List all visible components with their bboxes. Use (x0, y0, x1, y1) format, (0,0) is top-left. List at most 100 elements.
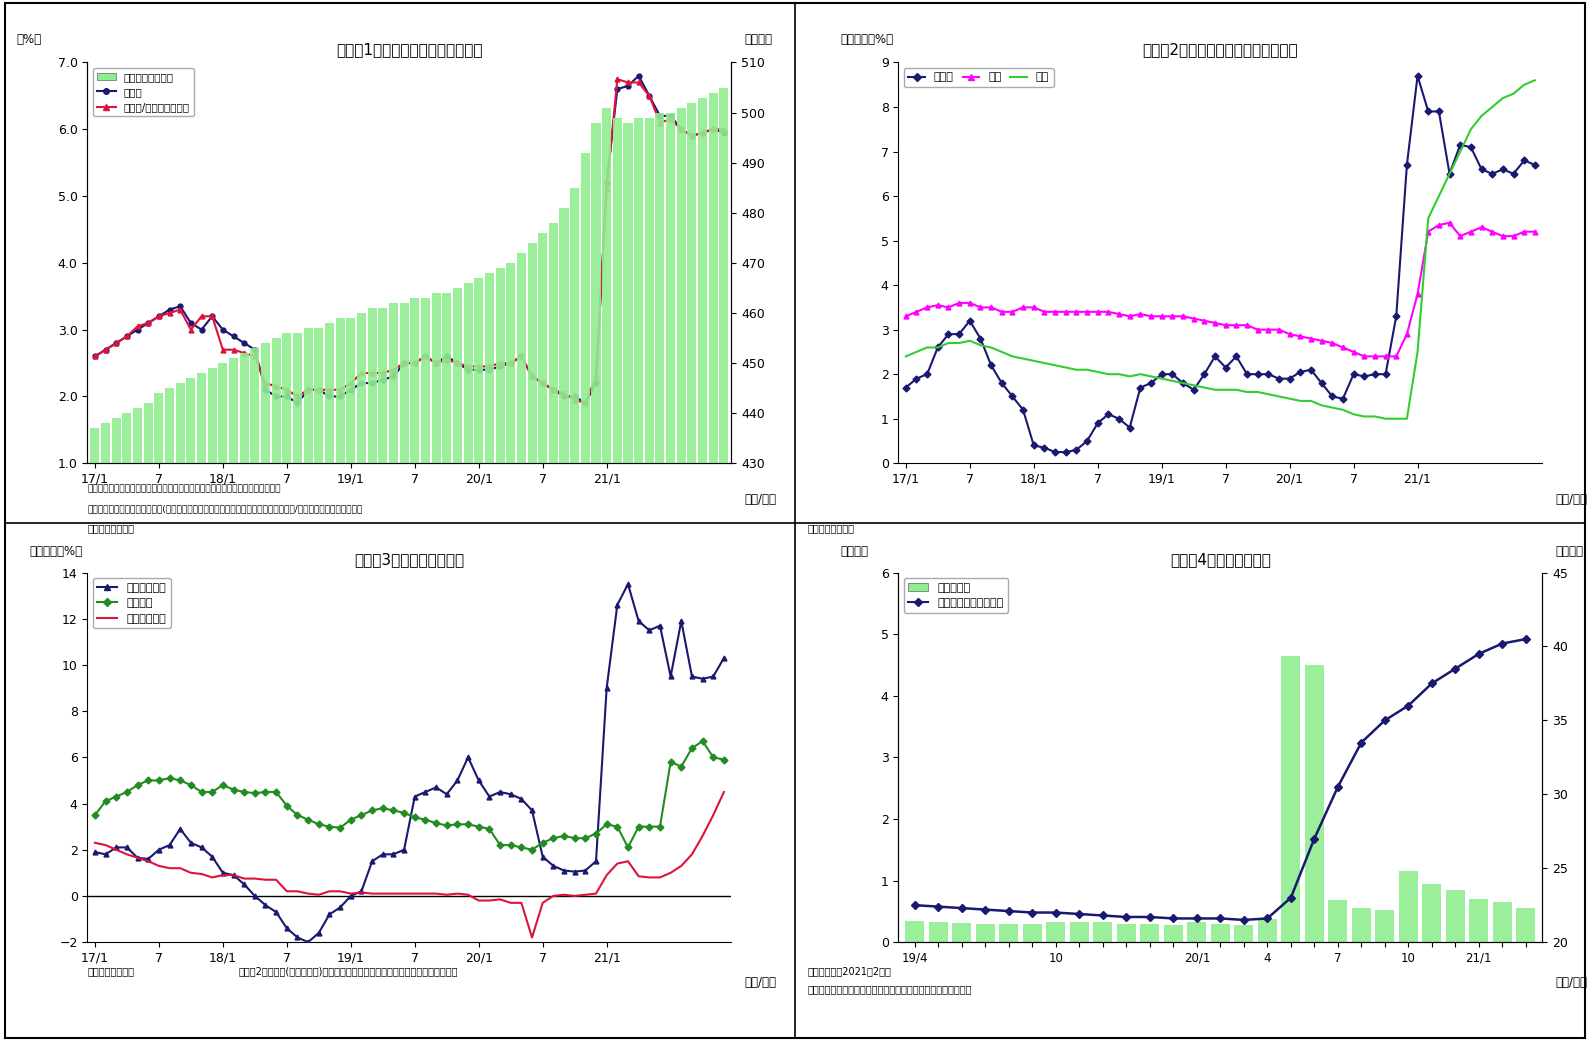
Text: （前年比、%）: （前年比、%） (30, 544, 83, 558)
Bar (929, 922, 948, 942)
Bar (399, 303, 409, 1041)
Title: （図表3）貸出先別貸出金: （図表3）貸出先別貸出金 (355, 552, 464, 567)
Text: （年/月）: （年/月） (744, 493, 776, 506)
Bar (1116, 923, 1135, 942)
Text: （資料）全国信用保証協会連合会よりニッセイ基礎研究所作成: （資料）全国信用保証協会連合会よりニッセイ基礎研究所作成 (808, 984, 971, 994)
Text: （年/月）: （年/月） (744, 976, 776, 989)
Text: 特殊要因調整後の前年比＝(今月の調整後貸出残高－前年同月の調整前貸出残高）/前年同月の調整前貸出残高: 特殊要因調整後の前年比＝(今月の調整後貸出残高－前年同月の調整前貸出残高）/前年… (87, 504, 363, 513)
Text: （前年比、%）: （前年比、%） (841, 33, 894, 47)
Bar (1375, 910, 1394, 942)
Bar (218, 363, 227, 1041)
Bar (646, 118, 653, 1041)
Bar (976, 923, 995, 942)
Bar (272, 338, 281, 1041)
Bar (603, 107, 611, 1041)
Legend: 保証承諾額, 保証債務残高（右軸）: 保証承諾額, 保証債務残高（右軸） (903, 578, 1008, 612)
Title: （図表1）　銀行貸出残高の増減率: （図表1） 銀行貸出残高の増減率 (335, 42, 483, 57)
Bar (560, 208, 569, 1041)
Text: （年/月）: （年/月） (1555, 493, 1587, 506)
Bar (1493, 903, 1512, 942)
Bar (1070, 922, 1089, 942)
Bar (1328, 900, 1347, 942)
Bar (1423, 884, 1441, 942)
Bar (571, 187, 579, 1041)
Text: （注）2月分まで(末残ベース)、大・中堅企業は「法人」－「中小企業」にて算出: （注）2月分まで(末残ベース)、大・中堅企業は「法人」－「中小企業」にて算出 (238, 966, 458, 976)
Bar (197, 373, 207, 1041)
Bar (1399, 871, 1418, 942)
Bar (250, 348, 259, 1041)
Bar (367, 308, 377, 1041)
Bar (324, 323, 334, 1041)
Bar (698, 98, 708, 1041)
Bar (1305, 665, 1324, 942)
Bar (431, 293, 440, 1041)
Bar (442, 293, 452, 1041)
Text: （兆円）: （兆円） (841, 544, 868, 558)
Bar (261, 344, 270, 1041)
Bar (229, 358, 238, 1041)
Bar (537, 233, 547, 1041)
Bar (677, 107, 685, 1041)
Legend: 大・中堅企業, 中小企業, 地方公共団体: 大・中堅企業, 中小企業, 地方公共団体 (92, 578, 170, 628)
Bar (154, 393, 164, 1041)
Bar (378, 308, 388, 1041)
Bar (304, 328, 313, 1041)
Bar (623, 123, 633, 1041)
Bar (111, 418, 121, 1041)
Bar (1282, 656, 1301, 942)
Bar (390, 303, 398, 1041)
Bar (1140, 924, 1159, 942)
Title: （図表2）　業態別の貸出残高増減率: （図表2） 業態別の貸出残高増減率 (1143, 42, 1297, 57)
Bar (1445, 890, 1464, 942)
Text: （兆円）: （兆円） (1555, 544, 1584, 558)
Text: （兆円）: （兆円） (744, 33, 773, 47)
Bar (335, 318, 345, 1041)
Bar (347, 318, 355, 1041)
Text: （注）直近は2021年2月分: （注）直近は2021年2月分 (808, 966, 892, 976)
Bar (1469, 899, 1488, 942)
Bar (453, 288, 463, 1041)
Bar (591, 123, 601, 1041)
Bar (687, 103, 696, 1041)
Bar (186, 378, 196, 1041)
Bar (528, 243, 536, 1041)
Bar (356, 313, 366, 1041)
Bar (719, 87, 728, 1041)
Bar (506, 263, 515, 1041)
Bar (1164, 924, 1183, 942)
Bar (1022, 923, 1041, 942)
Bar (474, 278, 483, 1041)
Bar (134, 408, 142, 1041)
Bar (549, 223, 558, 1041)
Bar (283, 333, 291, 1041)
Text: （資料）日本銀行: （資料）日本銀行 (808, 524, 855, 534)
Bar (1352, 908, 1371, 942)
Text: （資料）日本銀行: （資料）日本銀行 (87, 966, 135, 976)
Bar (612, 118, 622, 1041)
Bar (410, 298, 420, 1041)
Bar (1258, 919, 1277, 942)
Bar (102, 424, 110, 1041)
Title: （図表4）信用保証実績: （図表4）信用保証実績 (1170, 552, 1270, 567)
Bar (464, 283, 472, 1041)
Bar (208, 369, 216, 1041)
Bar (421, 298, 429, 1041)
Bar (165, 388, 173, 1041)
Text: （年/月）: （年/月） (1555, 976, 1587, 989)
Bar (952, 923, 971, 942)
Bar (655, 112, 665, 1041)
Bar (1188, 922, 1207, 942)
Bar (175, 383, 184, 1041)
Bar (315, 328, 323, 1041)
Legend: 貸出残高（右軸）, 前年比, 前年比/特殊要因調整後: 貸出残高（右軸）, 前年比, 前年比/特殊要因調整後 (92, 68, 194, 117)
Bar (1234, 924, 1253, 942)
Bar (91, 428, 100, 1041)
Bar (122, 413, 132, 1041)
Legend: 都銀等, 地銀, 信金: 都銀等, 地銀, 信金 (903, 68, 1054, 86)
Text: （%）: （%） (16, 33, 41, 47)
Bar (709, 93, 717, 1041)
Bar (240, 353, 248, 1041)
Bar (1046, 921, 1065, 942)
Bar (496, 268, 504, 1041)
Bar (666, 112, 676, 1041)
